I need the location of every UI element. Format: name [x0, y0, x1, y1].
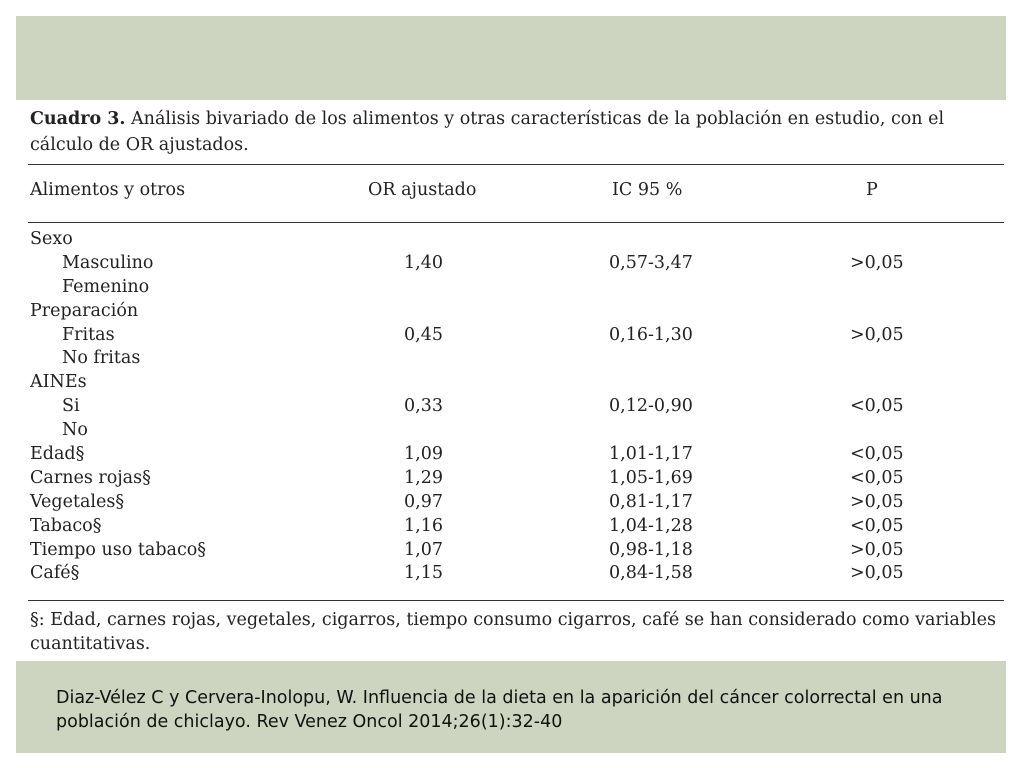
header-ic: IC 95 %: [612, 180, 683, 200]
row-ic: 0,57-3,47: [609, 252, 693, 273]
row-ic: 1,05-1,69: [609, 467, 693, 488]
row-label: Masculino: [62, 252, 154, 273]
caption-label: Cuadro 3.: [30, 109, 126, 129]
row-or: 0,97: [404, 491, 443, 512]
header-rule: [28, 222, 1004, 223]
table-row: Fritas 0,45 0,16-1,30 >0,05: [16, 324, 1006, 348]
row-label: Tabaco§: [30, 515, 102, 536]
table-row: Masculino 1,40 0,57-3,47 >0,05: [16, 252, 1006, 276]
table-row: Edad§ 1,09 1,01-1,17 <0,05: [16, 443, 1006, 467]
row-or: 1,09: [404, 444, 443, 465]
table-row: Si 0,33 0,12-0,90 <0,05: [16, 395, 1006, 419]
row-p: <0,05: [850, 467, 904, 488]
table-row: Tiempo uso tabaco§ 1,07 0,98-1,18 >0,05: [16, 539, 1006, 563]
row-or: 1,15: [404, 563, 443, 584]
row-ic: 0,84-1,58: [609, 563, 693, 584]
row-or: 1,40: [404, 252, 443, 273]
citation-text: Diaz-Vélez C y Cervera-Inolopu, W. Influ…: [56, 688, 943, 732]
row-p: <0,05: [850, 444, 904, 465]
table-row: Sexo: [16, 228, 1006, 252]
header-p: P: [866, 180, 878, 200]
row-label: No: [62, 420, 88, 441]
table-row: Tabaco§ 1,16 1,04-1,28 <0,05: [16, 515, 1006, 539]
row-p: >0,05: [850, 252, 904, 273]
table-footnote: §: Edad, carnes rojas, vegetales, cigarr…: [30, 610, 996, 654]
top-rule: [28, 164, 1004, 165]
row-label: Vegetales§: [30, 491, 125, 512]
row-p: >0,05: [850, 324, 904, 345]
row-ic: 1,01-1,17: [609, 444, 693, 465]
row-label: Tiempo uso tabaco§: [30, 539, 207, 560]
row-label: AINEs: [30, 372, 87, 393]
row-label: Carnes rojas§: [30, 467, 151, 488]
table-body: Sexo Masculino 1,40 0,57-3,47 >0,05 Femenino P…: [16, 228, 1006, 586]
table-row: Vegetales§ 0,97 0,81-1,17 >0,05: [16, 491, 1006, 515]
row-or: 0,33: [404, 396, 443, 417]
row-ic: 0,98-1,18: [609, 539, 693, 560]
bottom-rule: [28, 600, 1004, 601]
table-row: Café§ 1,15 0,84-1,58 >0,05: [16, 562, 1006, 586]
row-ic: 1,04-1,28: [609, 515, 693, 536]
row-p: <0,05: [850, 396, 904, 417]
row-label: Sexo: [30, 229, 73, 249]
table-row: AINEs: [16, 371, 1006, 395]
row-or: 1,16: [404, 515, 443, 536]
row-label: Fritas: [62, 324, 115, 345]
table-caption: Cuadro 3. Análisis bivariado de los alim…: [30, 106, 990, 158]
row-ic: 0,12-0,90: [609, 396, 693, 417]
row-label: Si: [62, 396, 80, 417]
row-ic: 0,81-1,17: [609, 491, 693, 512]
row-p: <0,05: [850, 515, 904, 536]
caption-text: Análisis bivariado de los alimentos y ot…: [30, 109, 945, 155]
bottom-band: [16, 661, 1006, 753]
row-label: Café§: [30, 563, 80, 584]
top-band: [16, 16, 1006, 100]
table-row: Carnes rojas§ 1,29 1,05-1,69 <0,05: [16, 467, 1006, 491]
table-row: No: [16, 419, 1006, 443]
table-row: Femenino: [16, 276, 1006, 300]
row-or: 1,07: [404, 539, 443, 560]
document-table-image: Cuadro 3. Análisis bivariado de los alim…: [16, 100, 1006, 661]
row-or: 1,29: [404, 467, 443, 488]
row-label: No fritas: [62, 348, 141, 369]
row-p: >0,05: [850, 563, 904, 584]
row-label: Femenino: [62, 276, 150, 297]
table-row: Preparación: [16, 300, 1006, 324]
row-ic: 0,16-1,30: [609, 324, 693, 345]
row-label: Preparación: [30, 300, 139, 321]
row-label: Edad§: [30, 444, 85, 465]
row-p: >0,05: [850, 491, 904, 512]
header-foods: Alimentos y otros: [30, 180, 186, 200]
header-or: OR ajustado: [368, 180, 477, 200]
row-or: 0,45: [404, 324, 443, 345]
row-p: >0,05: [850, 539, 904, 560]
table-row: No fritas: [16, 347, 1006, 371]
